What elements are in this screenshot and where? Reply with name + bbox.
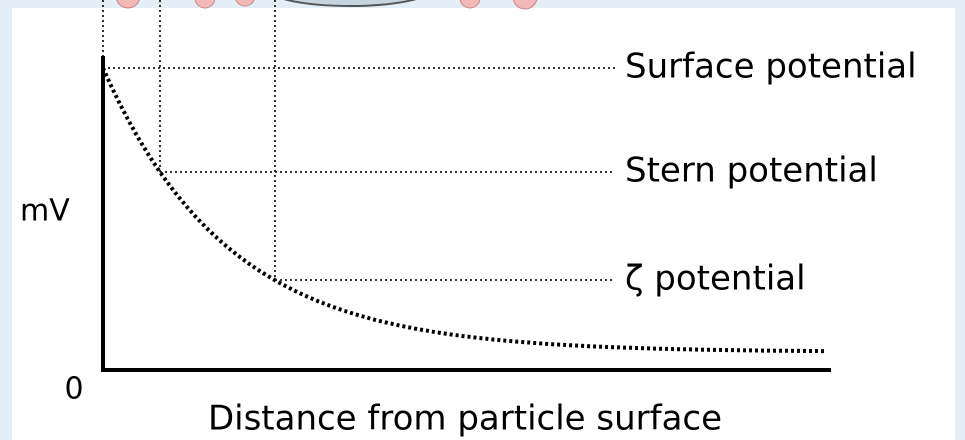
- surface-label: Surface potential: [625, 47, 917, 87]
- particle-fragments: [116, 0, 538, 10]
- guide-lines: [102, 0, 615, 281]
- y-axis-label: mV: [20, 194, 70, 229]
- x-axis-label: Distance from particle surface: [208, 399, 722, 439]
- stern-label: Stern potential: [625, 151, 878, 191]
- zeta-label: ζ potential: [625, 259, 806, 299]
- axes: [101, 56, 831, 372]
- origin-label: 0: [64, 372, 83, 407]
